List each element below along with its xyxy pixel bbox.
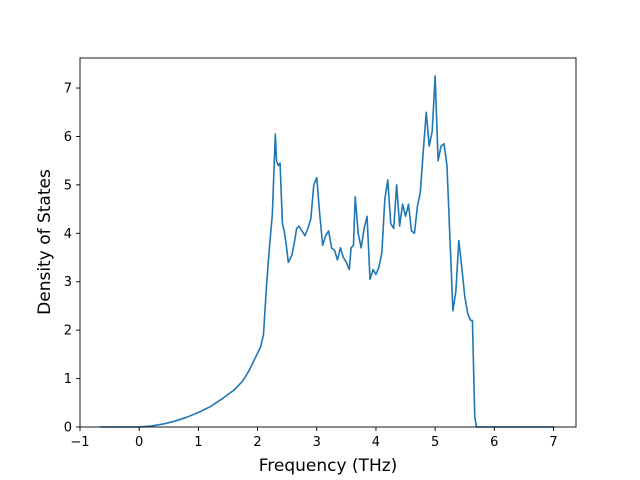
y-tick-label: 0	[64, 421, 72, 436]
plot-area	[99, 75, 555, 428]
y-tick-label: 4	[64, 227, 72, 242]
y-tick-label: 1	[64, 372, 72, 387]
x-axis-ticks: −1 0 1 2 3 4 5 6 7	[70, 427, 558, 450]
x-axis-label: Frequency (THz)	[259, 456, 398, 476]
y-axis-ticks: 0 1 2 3 4 5 6 7	[64, 82, 80, 436]
x-tick-label: 4	[372, 435, 380, 450]
y-tick-label: 5	[64, 178, 72, 193]
y-tick-label: 7	[64, 82, 72, 97]
y-tick-label: 3	[64, 275, 72, 290]
x-tick-label: −1	[70, 435, 89, 450]
x-tick-label: 2	[253, 435, 261, 450]
x-tick-label: 3	[313, 435, 321, 450]
x-tick-label: 0	[135, 435, 143, 450]
axes-frame	[79, 57, 577, 428]
y-tick-label: 2	[64, 324, 72, 339]
x-tick-label: 6	[490, 435, 498, 450]
x-tick-label: 1	[194, 435, 202, 450]
y-axis-label: Density of States	[35, 169, 55, 315]
y-tick-label: 6	[64, 130, 72, 145]
x-tick-label: 5	[431, 435, 439, 450]
x-tick-label: 7	[549, 435, 557, 450]
series-line	[99, 75, 555, 428]
